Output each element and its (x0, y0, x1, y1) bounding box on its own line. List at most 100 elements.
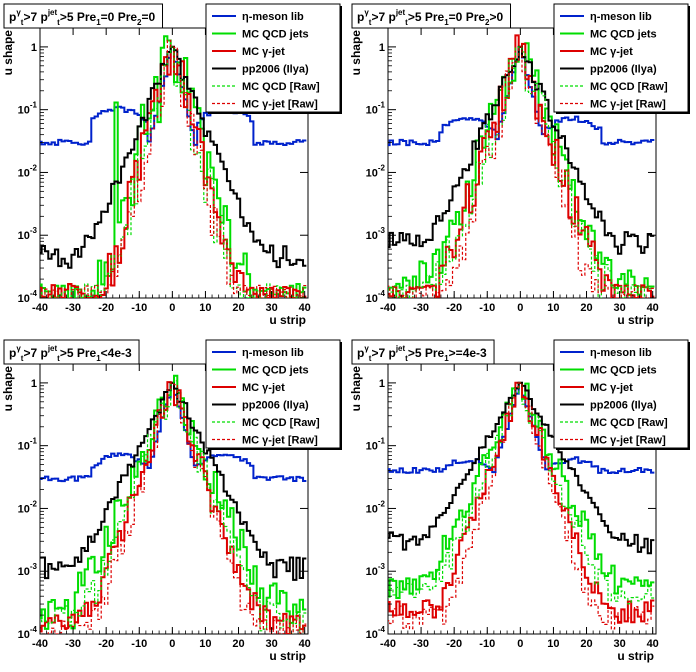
y-tick-label: 10-3 (366, 226, 386, 242)
x-tick-label: 30 (613, 302, 625, 314)
y-tick-label: 10-4 (18, 289, 38, 305)
x-tick-label: 0 (517, 302, 523, 314)
legend-label: MC γ-jet [Raw] (590, 99, 666, 111)
legend-label: MC γ-jet [Raw] (590, 435, 666, 447)
legend-label: MC γ-jet [Raw] (242, 99, 318, 111)
series-line-6 (388, 382, 655, 630)
legend-label: MC γ-jet (590, 46, 633, 58)
series-group (388, 34, 655, 298)
legend-label: MC γ-jet (590, 382, 633, 394)
x-tick-label: -30 (413, 638, 429, 650)
series-line-5 (40, 46, 307, 298)
series-line-6 (388, 46, 655, 298)
x-tick-label: 40 (299, 302, 311, 314)
x-tick-label: 30 (613, 638, 625, 650)
legend-label: η-meson lib (242, 11, 304, 23)
x-tick-label: -10 (131, 638, 147, 650)
legend-label: MC QCD [Raw] (590, 81, 668, 93)
series-group (40, 35, 307, 298)
x-tick-label: 10 (547, 638, 559, 650)
x-tick-label: 0 (169, 638, 175, 650)
y-tick-label: 10-1 (366, 101, 386, 117)
x-tick-label: 40 (647, 302, 659, 314)
title-box (351, 3, 512, 29)
series-group (388, 381, 655, 630)
y-tick-label: 10-1 (18, 101, 38, 117)
x-tick-label: 20 (232, 638, 244, 650)
y-axis-label: u shape (1, 366, 15, 412)
title-box (3, 339, 140, 365)
x-tick-label: -30 (65, 302, 81, 314)
legend-label: MC QCD jets (242, 29, 309, 41)
x-tick-label: -20 (98, 302, 114, 314)
series-line-6 (40, 39, 307, 298)
y-tick-label: 10-4 (18, 625, 38, 641)
legend-label: pp2006 (Ilya) (242, 400, 309, 412)
y-tick-label: 1 (31, 42, 37, 54)
x-tick-label: -10 (131, 302, 147, 314)
legend-box (553, 3, 689, 113)
x-axis-label: u strip (269, 649, 306, 663)
series-line-5 (388, 46, 655, 298)
x-axis-label: u strip (617, 649, 654, 663)
title-box (3, 3, 164, 29)
y-tick-label: 10-1 (18, 437, 38, 453)
x-tick-label: 40 (647, 638, 659, 650)
legend: η-meson lib MC QCD jets MC γ-jet pp2006 (Il… (205, 3, 342, 114)
legend-label: pp2006 (Ilya) (590, 400, 657, 412)
x-tick-label: 20 (232, 302, 244, 314)
chart-title: pγt>7 pjett>5 Pre1=0 Pre2=0 (9, 8, 156, 27)
y-axis-label: u shape (349, 30, 363, 76)
y-tick-label: 10-3 (366, 562, 386, 578)
legend: η-meson lib MC QCD jets MC γ-jet pp2006 (Il… (553, 339, 690, 450)
legend-label: pp2006 (Ilya) (242, 64, 309, 76)
y-tick-label: 10-3 (18, 226, 38, 242)
legend-label: MC QCD [Raw] (590, 417, 668, 429)
legend-label: MC γ-jet (242, 46, 285, 58)
y-tick-label: 10-4 (366, 625, 386, 641)
x-tick-label: -20 (446, 638, 462, 650)
legend-box (205, 339, 341, 449)
legend-label: MC QCD [Raw] (242, 81, 320, 93)
x-tick-label: -40 (380, 638, 396, 650)
x-tick-label: 0 (517, 638, 523, 650)
chart-panel-3: -40 -30 -20 -10 0 10 20 30 40 10-4 10-3 10-2 10-1 1 u … (1, 339, 342, 663)
chart-title: pγt>7 pjett>5 Pre1>=4e-3 (357, 344, 487, 363)
x-tick-label: 20 (580, 302, 592, 314)
chart-title: pγt>7 pjett>5 Pre1<4e-3 (9, 344, 132, 363)
y-axis-label: u shape (349, 366, 363, 412)
title-box (351, 339, 495, 365)
chart-panel-4: -40 -30 -20 -10 0 10 20 30 40 10-4 10-3 10-2 10-1 1 u … (349, 339, 690, 663)
x-tick-label: -20 (98, 638, 114, 650)
x-tick-label: 10 (199, 302, 211, 314)
legend-label: pp2006 (Ilya) (590, 64, 657, 76)
x-tick-label: -30 (65, 638, 81, 650)
x-tick-label: -30 (413, 302, 429, 314)
legend-box (205, 3, 341, 113)
x-axis-label: u strip (269, 313, 306, 327)
legend-label: η-meson lib (590, 11, 652, 23)
y-axis-label: u shape (1, 30, 15, 76)
legend-label: MC γ-jet [Raw] (242, 435, 318, 447)
chart-panel-2: -40 -30 -20 -10 0 10 20 30 40 10-4 10-3 10-2 10-1 1 u … (349, 3, 690, 327)
x-tick-label: -10 (479, 638, 495, 650)
x-tick-label: -20 (446, 302, 462, 314)
legend: η-meson lib MC QCD jets MC γ-jet pp2006 (Il… (205, 339, 342, 450)
legend-label: η-meson lib (590, 347, 652, 359)
y-tick-label: 10-2 (366, 499, 386, 515)
legend-label: MC QCD jets (590, 29, 657, 41)
x-axis-label: u strip (617, 313, 654, 327)
x-tick-label: 10 (547, 302, 559, 314)
x-tick-label: 30 (265, 638, 277, 650)
y-tick-label: 10-2 (366, 163, 386, 179)
x-tick-label: -10 (479, 302, 495, 314)
x-tick-label: -40 (32, 638, 48, 650)
y-tick-label: 10-3 (18, 562, 38, 578)
legend-label: MC QCD [Raw] (242, 417, 320, 429)
y-tick-label: 1 (379, 378, 385, 390)
x-tick-label: 0 (169, 302, 175, 314)
y-tick-label: 10-1 (366, 437, 386, 453)
legend: η-meson lib MC QCD jets MC γ-jet pp2006 (Il… (553, 3, 690, 114)
x-tick-label: 30 (265, 302, 277, 314)
